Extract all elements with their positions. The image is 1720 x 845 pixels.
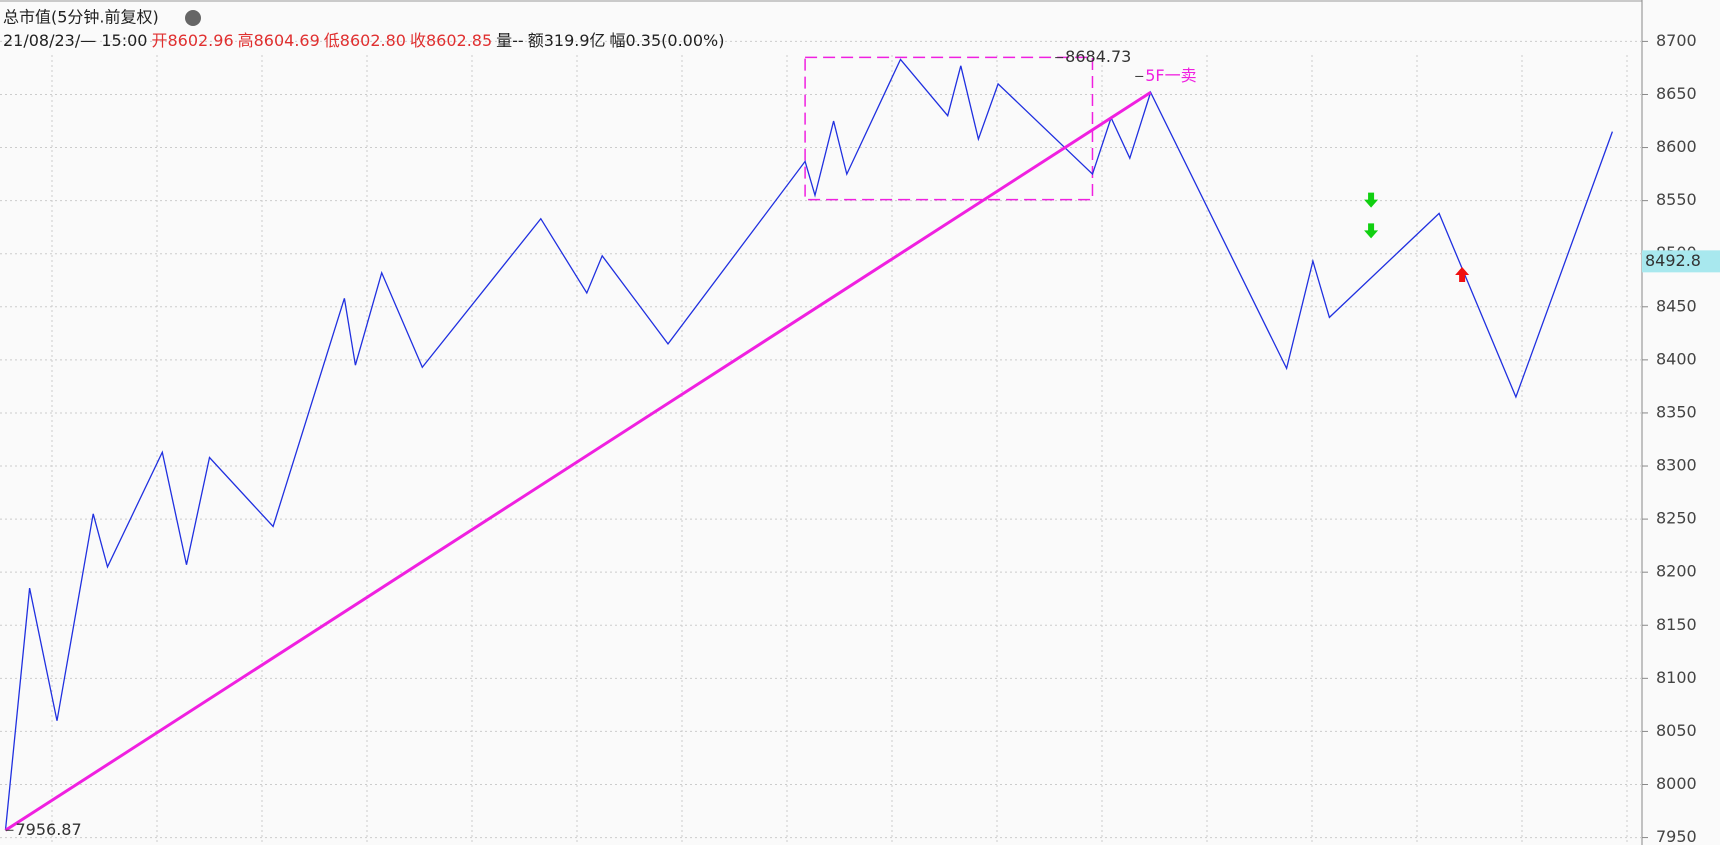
- series-line: [4, 58, 1614, 831]
- y-tick-label: 8400: [1656, 349, 1697, 368]
- y-tick-label: 8350: [1656, 402, 1697, 421]
- info-item: 低8602.80: [324, 31, 406, 50]
- y-tick-label: 8300: [1656, 456, 1697, 475]
- y-tick-label: 8150: [1656, 615, 1697, 634]
- title-icon[interactable]: [185, 10, 201, 26]
- annotation: 5F一卖: [1145, 66, 1196, 85]
- signal-arrow: [1455, 266, 1470, 282]
- signal-arrow: [1364, 192, 1379, 208]
- info-item: 量--: [496, 31, 524, 50]
- chart-title: 总市值(5分钟.前复权): [3, 8, 159, 27]
- y-tick-label: 8100: [1656, 668, 1697, 687]
- last-price-box: [1642, 250, 1720, 273]
- y-tick-label: 8250: [1656, 509, 1697, 528]
- info-item: 21/08/23/— 15:00: [3, 31, 147, 50]
- signal-arrow: [1364, 223, 1379, 239]
- last-price-label: 8492.8: [1645, 251, 1701, 270]
- y-tick-label: 8650: [1656, 84, 1697, 103]
- y-tick-label: 8600: [1656, 137, 1697, 156]
- info-item: 额319.9亿: [528, 31, 606, 50]
- series-line: [4, 91, 1152, 832]
- y-tick-label: 8450: [1656, 296, 1697, 315]
- y-tick-label: 7950: [1656, 827, 1697, 845]
- annotation: 7956.87: [15, 820, 81, 839]
- info-item: 幅0.35(0.00%): [610, 31, 725, 50]
- info-item: 开8602.96: [151, 31, 233, 50]
- info-item: 收8602.85: [410, 31, 492, 50]
- y-tick-label: 8000: [1656, 774, 1697, 793]
- y-tick-label: 8050: [1656, 721, 1697, 740]
- y-tick-label: 8550: [1656, 190, 1697, 209]
- y-tick-label: 8200: [1656, 562, 1697, 581]
- annotation: 8684.73: [1065, 47, 1131, 66]
- info-item: 高8604.69: [238, 31, 320, 50]
- y-tick-label: 8700: [1656, 31, 1697, 50]
- info-line: 21/08/23/— 15:00 开8602.96 高8604.69 低8602.80…: [3, 31, 724, 50]
